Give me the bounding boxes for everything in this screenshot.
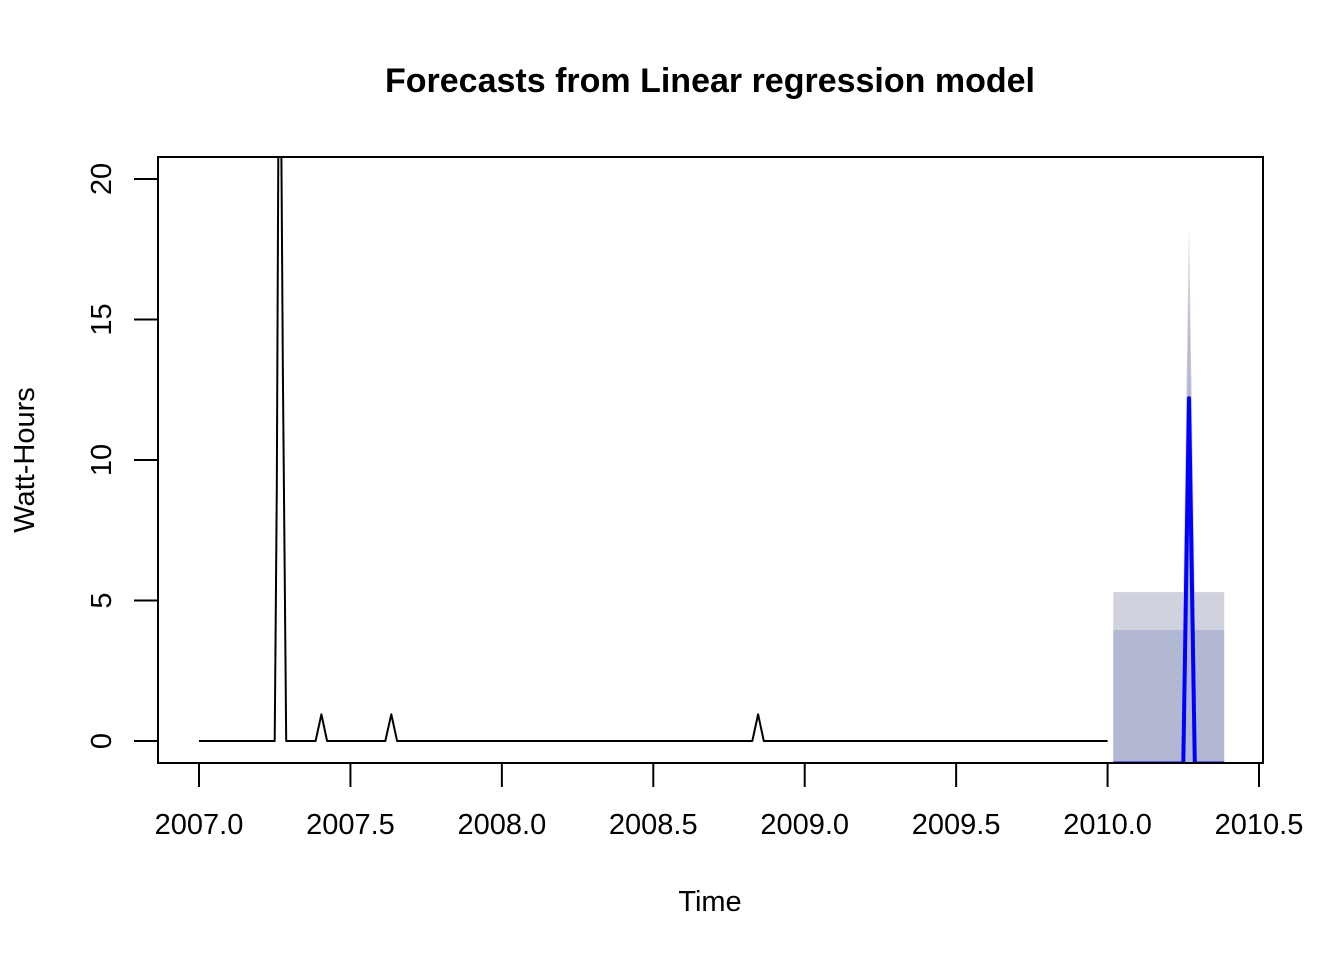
y-axis: 0 5 10 15 20 bbox=[86, 163, 159, 749]
x-tick-label: 2007.5 bbox=[306, 809, 395, 841]
x-tick-label: 2007.0 bbox=[155, 809, 244, 841]
x-tick-label: 2009.5 bbox=[912, 809, 1001, 841]
data-lines bbox=[199, 158, 1225, 762]
y-tick-label: 10 bbox=[86, 444, 118, 476]
forecast-line bbox=[1113, 396, 1225, 762]
x-tick-label: 2009.0 bbox=[760, 809, 849, 841]
x-axis-label: Time bbox=[678, 886, 741, 918]
x-tick-label: 2010.5 bbox=[1215, 809, 1304, 841]
plot-frame bbox=[157, 156, 1264, 764]
y-tick-label: 5 bbox=[86, 592, 118, 608]
prediction-intervals bbox=[1113, 226, 1225, 762]
chart-title: Forecasts from Linear regression model bbox=[385, 62, 1035, 100]
x-tick-label: 2008.5 bbox=[609, 809, 698, 841]
interval-band-80pct bbox=[1113, 285, 1225, 762]
y-tick-label: 15 bbox=[86, 303, 118, 335]
y-axis-label: Watt-Hours bbox=[9, 387, 41, 533]
x-axis: 2007.0 2007.5 2008.0 2008.5 2009.0 2009.5 2010… bbox=[155, 762, 1304, 841]
x-tick-label: 2010.0 bbox=[1063, 809, 1152, 841]
y-tick-label: 0 bbox=[86, 733, 118, 749]
y-tick-label: 20 bbox=[86, 163, 118, 195]
x-tick-label: 2008.0 bbox=[458, 809, 547, 841]
interval-band-95pct bbox=[1113, 226, 1225, 762]
observed-line bbox=[199, 158, 1108, 742]
